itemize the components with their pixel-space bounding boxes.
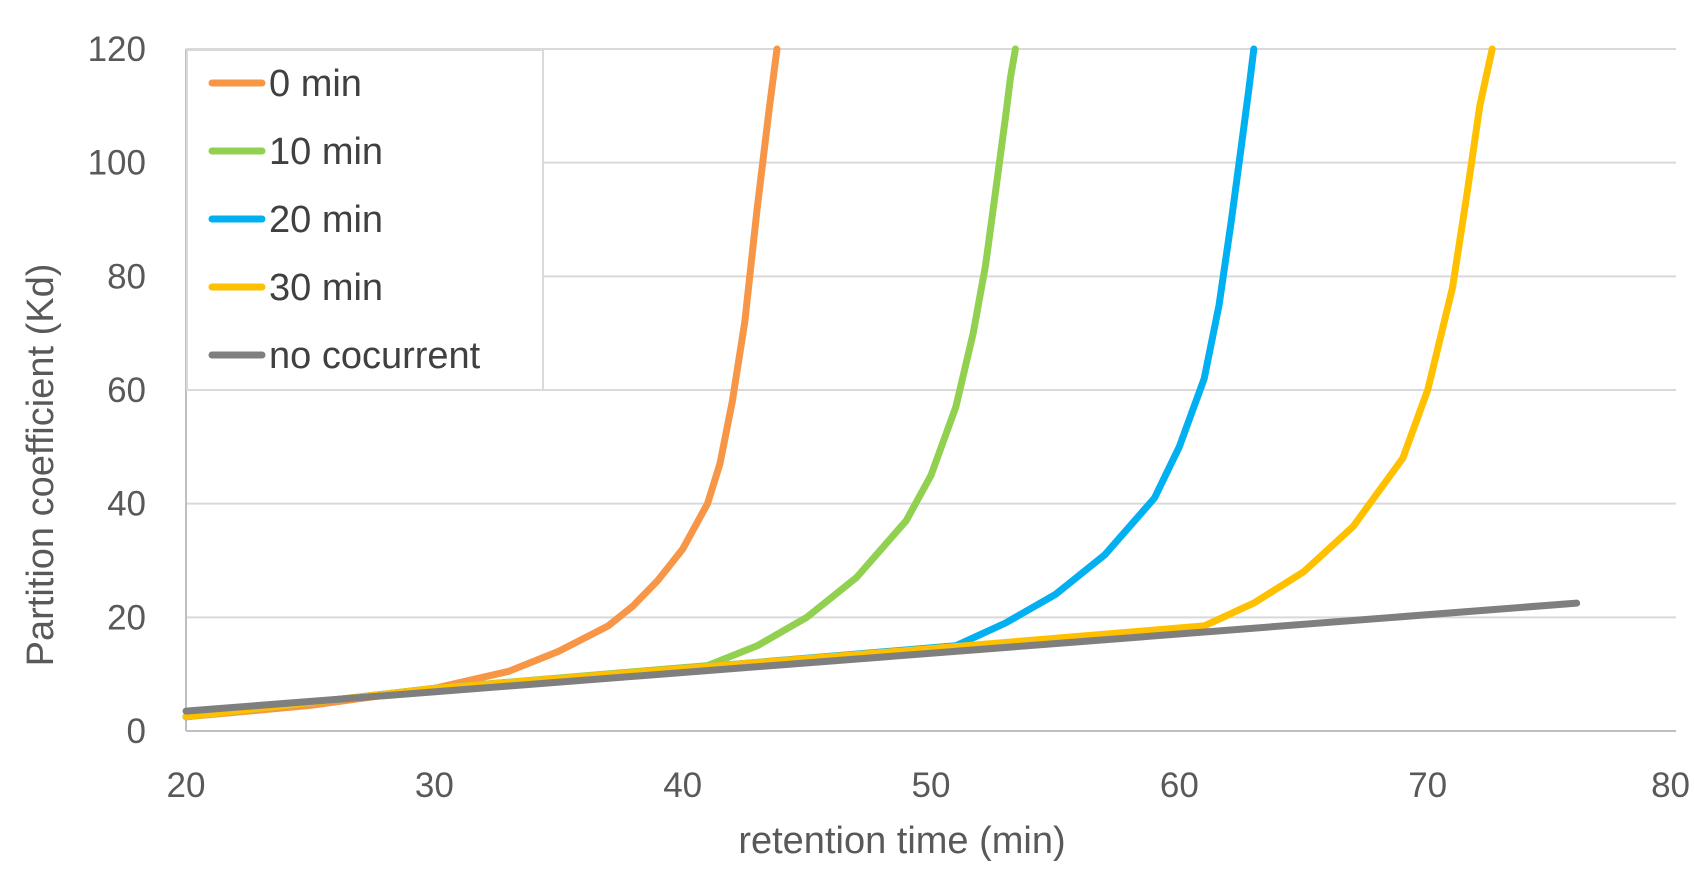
x-tick-label: 60 <box>1160 766 1199 805</box>
legend-label: 20 min <box>269 199 383 241</box>
x-tick-label: 70 <box>1408 766 1447 805</box>
x-tick-label: 40 <box>663 766 702 805</box>
series-line-4 <box>182 599 1581 715</box>
legend-label: no cocurrent <box>269 335 481 377</box>
legend-label: 30 min <box>269 267 383 309</box>
x-tick-label: 80 <box>1651 766 1690 805</box>
x-axis-title: retention time (min) <box>738 820 1065 862</box>
series-line-1 <box>182 45 1019 721</box>
x-tick-labels: 20 30 40 50 60 70 80 <box>167 766 1690 805</box>
y-tick-label: 100 <box>88 144 146 183</box>
legend-label: 0 min <box>269 63 362 105</box>
series-line-3 <box>182 45 1496 721</box>
y-tick-label: 20 <box>107 598 146 637</box>
y-axis-title: Partition coefficient (Kd) <box>20 264 62 667</box>
x-tick-label: 30 <box>415 766 454 805</box>
x-tick-label: 20 <box>167 766 206 805</box>
series-lines <box>182 45 1581 721</box>
y-tick-labels: 0 20 40 60 80 100 120 <box>88 30 146 751</box>
series-line-0 <box>182 45 781 721</box>
legend-label: 10 min <box>269 131 383 173</box>
y-tick-label: 80 <box>107 257 146 296</box>
y-tick-label: 0 <box>127 712 146 751</box>
x-tick-label: 50 <box>912 766 951 805</box>
y-tick-label: 40 <box>107 485 146 524</box>
y-tick-label: 120 <box>88 30 146 69</box>
y-tick-label: 60 <box>107 371 146 410</box>
legend: 0 min 10 min 20 min 30 min no cocurrent <box>186 49 544 391</box>
